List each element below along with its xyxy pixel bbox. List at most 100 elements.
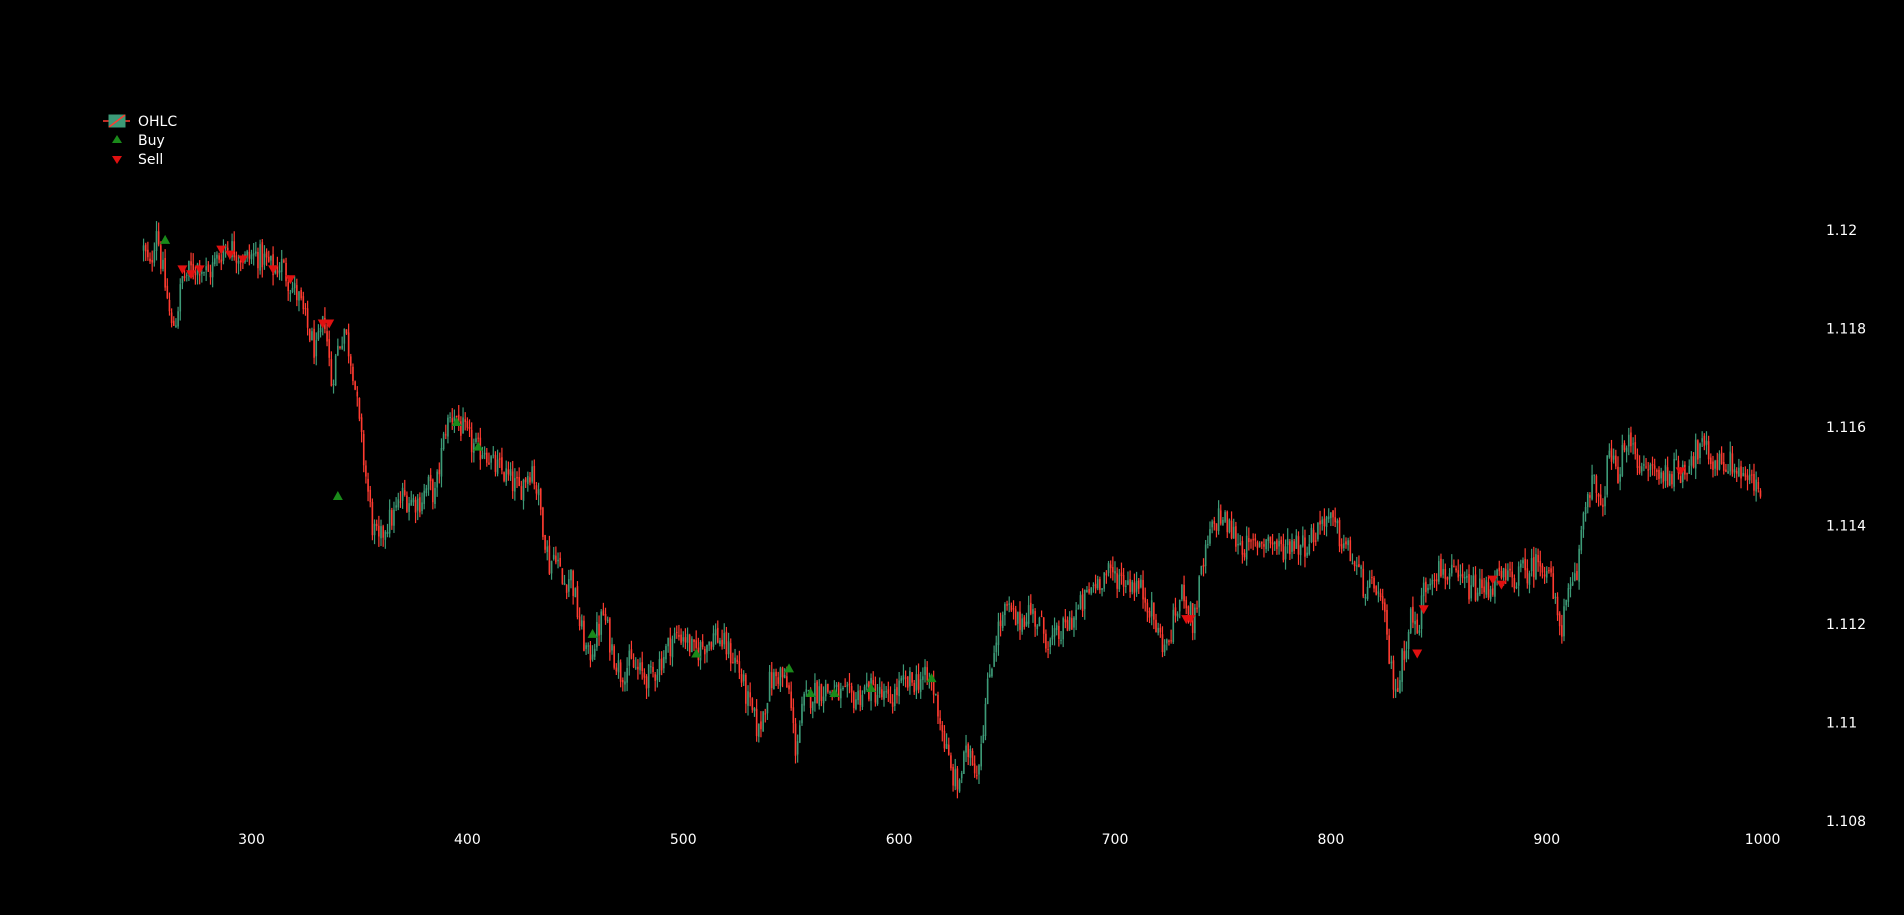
candle-body <box>1666 467 1669 486</box>
candle <box>971 748 974 766</box>
candle <box>675 625 678 639</box>
candle-body <box>252 253 255 256</box>
candle <box>1746 469 1749 491</box>
candle-body <box>1632 443 1634 445</box>
candle <box>1610 439 1613 470</box>
candle-body <box>865 683 868 687</box>
legend-item-sell[interactable]: Sell <box>112 152 163 168</box>
candle-body <box>706 644 708 653</box>
candle-body <box>1014 609 1017 626</box>
candle <box>857 684 859 705</box>
candle <box>716 620 719 644</box>
candle <box>1694 433 1697 480</box>
candle-body <box>1278 541 1280 547</box>
candle <box>343 328 346 352</box>
candle-body <box>1677 460 1680 473</box>
legend-item-buy[interactable]: Buy <box>112 133 165 149</box>
candle <box>632 653 635 669</box>
candle <box>609 617 611 661</box>
candle <box>1250 538 1252 549</box>
candle-body <box>306 308 309 328</box>
candle-body <box>848 683 851 686</box>
candle-body <box>1565 599 1567 606</box>
candle <box>1088 582 1090 595</box>
candle-body <box>745 674 747 704</box>
candle <box>1159 623 1162 638</box>
candle-body <box>1463 576 1466 579</box>
candle <box>1306 546 1308 558</box>
candle <box>585 642 587 655</box>
candle-body <box>712 633 715 647</box>
candle-body <box>615 667 618 672</box>
candle-body <box>889 693 892 704</box>
candle <box>347 323 350 364</box>
candle <box>440 438 443 488</box>
candles-layer <box>142 221 1762 799</box>
candle-body <box>1468 574 1470 600</box>
candle-body <box>645 676 648 689</box>
candle <box>205 257 207 282</box>
candle <box>1163 639 1166 656</box>
candle-body <box>1017 612 1019 624</box>
candle-body <box>453 416 456 424</box>
candle-body <box>1146 602 1149 613</box>
candle <box>1012 600 1015 620</box>
candle <box>1258 541 1261 548</box>
candle <box>552 546 555 561</box>
candle <box>261 239 264 278</box>
legend-item-ohlc[interactable]: OHLC <box>103 114 177 130</box>
candle-body <box>1435 579 1438 582</box>
candle-body <box>1483 586 1485 593</box>
candle <box>490 455 492 470</box>
candle-body <box>1295 535 1298 549</box>
candle-body <box>1189 602 1192 617</box>
candle <box>1239 534 1242 546</box>
candle-body <box>1517 566 1520 586</box>
candle <box>1485 576 1488 598</box>
candle <box>406 491 408 513</box>
candle-body <box>1390 661 1393 664</box>
candle <box>401 482 404 509</box>
candle-body <box>358 397 361 419</box>
candle-body <box>1071 618 1073 630</box>
candle <box>619 659 622 688</box>
candle-body <box>755 708 758 737</box>
candle-body <box>1034 611 1036 627</box>
candle <box>1032 603 1034 623</box>
candle <box>760 711 762 738</box>
candle-body <box>736 659 739 662</box>
candle-body <box>678 634 680 637</box>
candle <box>613 644 615 670</box>
candle-body <box>1425 581 1427 593</box>
candle <box>861 690 864 711</box>
candle <box>1539 550 1542 577</box>
candle-body <box>1196 607 1198 609</box>
legend[interactable]: OHLC Buy Sell <box>103 114 177 168</box>
candle-body <box>593 648 596 657</box>
candle <box>755 699 758 742</box>
candle-body <box>1109 564 1112 569</box>
candle-body <box>1081 594 1084 611</box>
candle-body <box>947 744 950 755</box>
candle-body <box>531 466 533 482</box>
candle-body <box>969 748 972 758</box>
candle-body <box>505 468 508 482</box>
candle <box>1500 566 1503 580</box>
candle <box>1304 529 1306 568</box>
candle-body <box>1690 456 1693 466</box>
candle-body <box>1185 599 1188 609</box>
candle-body <box>1200 565 1203 575</box>
candle-body <box>257 251 259 269</box>
candle-body <box>1429 583 1431 586</box>
candle <box>1526 559 1529 589</box>
candle-body <box>222 247 225 261</box>
candle-body <box>863 686 866 693</box>
candle <box>483 446 486 460</box>
candle <box>596 612 598 651</box>
candle <box>468 419 471 438</box>
candle <box>1714 459 1716 477</box>
candle <box>1107 560 1110 577</box>
candle-body <box>1515 586 1518 588</box>
candle <box>1513 574 1516 593</box>
candle <box>414 496 417 524</box>
